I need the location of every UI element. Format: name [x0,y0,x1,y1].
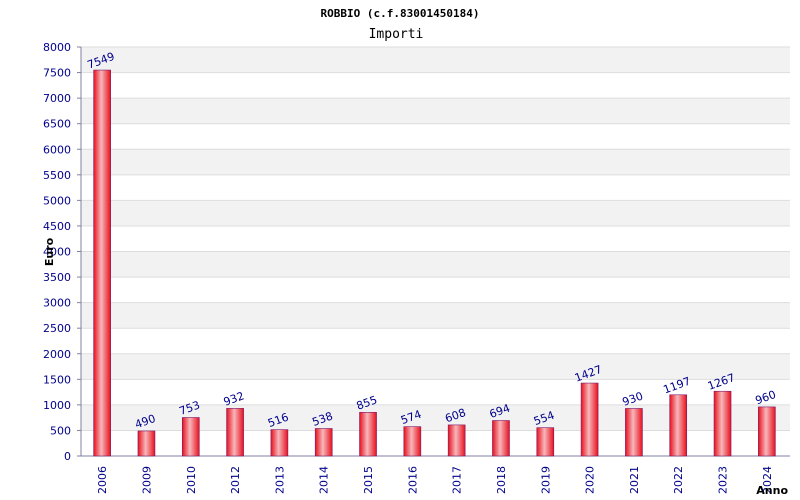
bar-2012 [226,408,244,457]
grid-band [81,353,790,380]
x-axis-label: Anno [756,484,788,497]
x-tick-label: 2023 [717,466,730,494]
x-tick-label: 2010 [185,466,198,494]
grid-band [81,72,790,99]
x-tick-label: 2009 [140,466,153,494]
bar-2016 [403,426,422,457]
bar-2018 [492,420,510,457]
bar-2010 [181,417,200,457]
y-tick-label: 2000 [43,348,71,361]
y-tick-label: 6000 [43,143,71,156]
y-tick-label: 3000 [43,297,71,310]
y-tick-label: 4000 [43,246,71,259]
grid-band [81,277,790,303]
y-tick-label: 3500 [43,271,71,284]
x-tick-label: 2017 [451,466,464,494]
x-tick-label: 2020 [584,466,597,494]
bar-2022 [669,394,688,457]
bar-2024 [758,406,776,457]
bar-2014 [314,428,333,457]
grid-band [81,251,790,278]
bar-2013 [270,429,289,457]
grid-band [81,123,790,150]
y-tick-label: 0 [64,450,71,463]
bar-2020 [580,382,599,457]
x-tick-label: 2012 [229,466,242,494]
grid-band [81,174,790,201]
x-tick-label: 2014 [318,466,331,494]
bar-2019 [536,427,555,457]
y-tick-label: 4500 [43,220,71,233]
y-tick-label: 1500 [43,373,71,386]
y-tick-label: 5500 [43,169,71,182]
grid-band [81,328,790,354]
grid-band [81,302,790,329]
y-tick-label: 7000 [43,92,71,105]
x-tick-label: 2024 [761,466,774,494]
chart-title: ROBBIO (c.f.83001450184) [321,7,480,20]
bar-2021 [625,408,643,457]
bar-2017 [447,424,466,457]
y-tick-label: 1000 [43,399,71,412]
bars [93,69,776,457]
x-tick-label: 2006 [96,466,109,494]
grid-band [81,149,790,175]
x-tick-label: 2015 [362,466,375,494]
y-axis-ticks: 0 500 1000 1500 2000 2500 3000 3500 4000 4500 5000… [43,41,81,463]
y-tick-label: 2500 [43,322,71,335]
y-axis-label: Euro [43,237,56,266]
y-tick-label: 500 [50,424,71,437]
chart-subtitle: Importi [369,27,424,42]
grid-band [81,200,790,226]
grid-band [81,225,790,252]
grid-band [81,98,790,124]
x-tick-label: 2022 [672,466,685,494]
y-tick-label: 8000 [43,41,71,54]
bar-2015 [359,411,377,457]
bar-2006 [93,69,111,457]
x-tick-label: 2018 [495,466,508,494]
y-tick-label: 5000 [43,194,71,207]
x-tick-label: 2016 [406,466,419,494]
x-axis-ticks: 2006 2009 2010 2012 2013 2014 2015 2016 2017 2018… [96,466,774,494]
x-tick-label: 2021 [628,466,641,494]
y-tick-label: 7500 [43,67,71,80]
y-tick-label: 6500 [43,118,71,131]
x-tick-label: 2019 [539,466,552,494]
bar-2023 [713,390,732,457]
bar-2009 [137,430,156,457]
x-tick-label: 2013 [273,466,286,494]
grid-band [81,47,790,73]
